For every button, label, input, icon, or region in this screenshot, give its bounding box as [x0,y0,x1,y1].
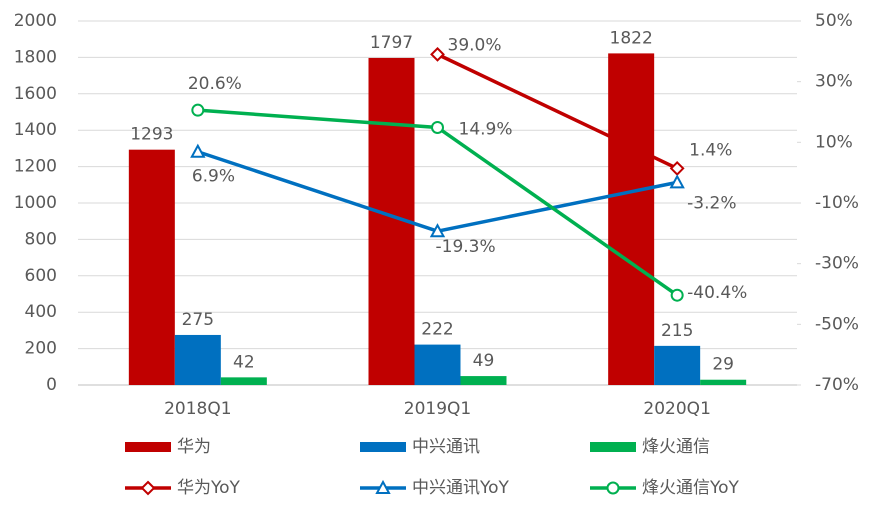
y2-tick-label: -30% [815,254,859,274]
y2-tick-label: -70% [815,375,859,395]
bar-value-label: 29 [712,355,734,375]
bar [174,334,221,385]
line-marker [429,223,446,238]
line-marker [669,174,685,189]
legend-label: 华为 [177,437,211,457]
y-tick-label: 1200 [14,157,57,177]
y-tick-label: 1000 [14,193,57,213]
bar [414,344,461,385]
y-tick-label: 600 [25,266,57,286]
line-marker [670,288,684,302]
line-marker [190,143,206,158]
legend-marker [606,481,620,495]
legend-label: 烽火通信 [642,437,710,457]
bar-value-label: 222 [421,320,453,340]
x-tick-label: 2019Q1 [404,399,471,419]
y-tick-label: 800 [25,229,57,249]
line [436,52,678,171]
y-tick-label: 1600 [14,84,57,104]
line-value-label: 14.9% [459,119,513,139]
line-value-label: -3.2% [687,193,736,213]
line-value-label: -19.3% [436,237,496,257]
bar-value-label: 215 [661,321,693,341]
y-tick-label: 0 [46,375,57,395]
legend-label: 烽火通信YoY [642,478,740,498]
bar-value-label: 1797 [370,33,413,53]
x-tick-label: 2020Q1 [643,399,710,419]
legend-swatch [590,442,636,452]
y-tick-label: 200 [25,339,57,359]
y2-tick-label: 30% [815,72,853,92]
line-marker [430,46,445,62]
bar [128,149,175,385]
legend-swatch [360,442,406,452]
line-value-label: 20.6% [188,74,242,94]
bar [460,376,507,385]
y-tick-label: 1400 [14,120,57,140]
y-tick-label: 2000 [14,11,57,31]
y2-tick-label: -10% [815,193,859,213]
bar [700,379,747,385]
bar-value-label: 49 [473,351,495,371]
bar-value-label: 42 [233,352,255,372]
bar [608,53,655,386]
y2-tick-label: 10% [815,132,853,152]
y-tick-label: 400 [25,302,57,322]
bar [654,345,701,385]
legend-swatch [125,442,171,452]
legend-label: 中兴通讯YoY [412,478,510,498]
x-tick-label: 2018Q1 [164,399,231,419]
line-marker [431,120,444,134]
line [197,150,678,234]
legend-label: 中兴通讯 [412,437,480,457]
line-marker [191,103,205,117]
y-tick-label: 1800 [14,47,57,67]
line-value-label: 39.0% [448,35,502,55]
line-marker [669,161,685,176]
bar-value-label: 1293 [130,125,173,145]
y2-tick-label: -50% [815,314,859,334]
bar-value-label: 275 [182,310,214,330]
legend-label: 华为YoY [177,478,241,498]
legend-marker [375,479,391,494]
line-value-label: -40.4% [687,283,747,303]
line-value-label: 6.9% [192,167,235,187]
y2-tick-label: 50% [815,11,853,31]
line-value-label: 1.4% [689,140,732,160]
bar-value-label: 1822 [610,28,653,48]
legend-marker [140,480,156,496]
bar [220,377,267,385]
